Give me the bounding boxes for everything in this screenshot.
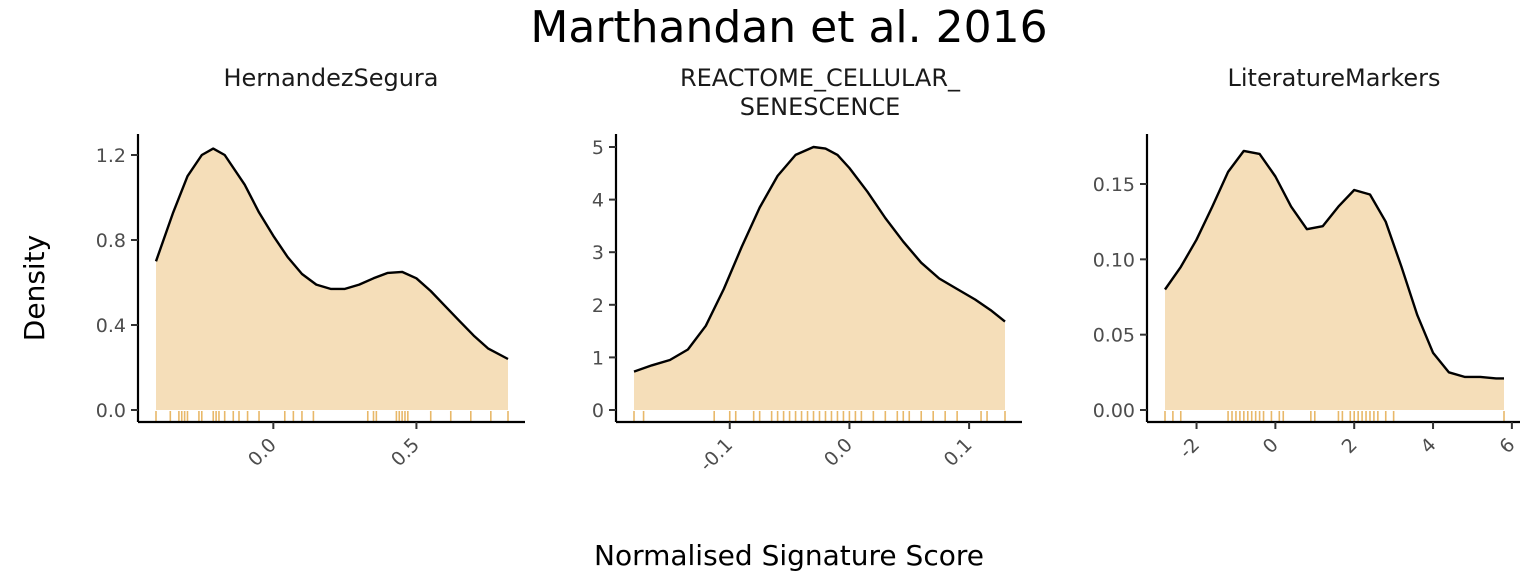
x-tick-label: 0.0 (820, 434, 857, 471)
x-tick-label: -2 (1175, 434, 1204, 463)
y-tick-label: 5 (592, 137, 604, 159)
facet-title: SENESCENCE (740, 93, 901, 121)
x-tick-label: 6 (1495, 434, 1519, 458)
y-tick-label: 0.8 (96, 230, 126, 252)
y-tick-label: 1 (592, 347, 604, 369)
x-tick-label: 0.5 (387, 434, 424, 471)
x-axis-label: Normalised Signature Score (594, 539, 984, 572)
y-tick-label: 0.15 (1093, 174, 1135, 196)
y-tick-label: 2 (592, 295, 604, 317)
y-tick-label: 4 (592, 190, 604, 212)
x-tick-label: -0.1 (696, 434, 738, 476)
x-tick-label: 0 (1259, 434, 1283, 458)
y-axis-label: Density (18, 235, 51, 341)
y-tick-label: 1.2 (96, 145, 126, 167)
y-tick-label: 0.4 (96, 315, 126, 337)
y-tick-label: 0.0 (96, 400, 126, 422)
density-line (633, 145, 1006, 373)
y-tick-label: 0.05 (1093, 325, 1135, 347)
density-line (1164, 149, 1504, 380)
y-tick-label: 0.00 (1093, 400, 1135, 422)
x-tick-label: 4 (1416, 434, 1440, 458)
facet-title: REACTOME_CELLULAR_ (680, 64, 961, 92)
y-tick-label: 3 (592, 242, 604, 264)
x-tick-label: 2 (1338, 434, 1362, 458)
x-tick-label: 0.0 (244, 434, 281, 471)
density-area (156, 148, 508, 410)
figure-title: Marthandan et al. 2016 (530, 2, 1047, 53)
x-tick-label: 0.1 (940, 434, 977, 471)
y-tick-label: 0 (592, 400, 604, 422)
density-line (154, 147, 509, 361)
facet-title: HernandezSegura (223, 64, 438, 92)
density-area (634, 147, 1005, 410)
facet-title: LiteratureMarkers (1228, 64, 1441, 92)
density-area (1165, 150, 1504, 410)
y-tick-label: 0.10 (1093, 249, 1135, 271)
